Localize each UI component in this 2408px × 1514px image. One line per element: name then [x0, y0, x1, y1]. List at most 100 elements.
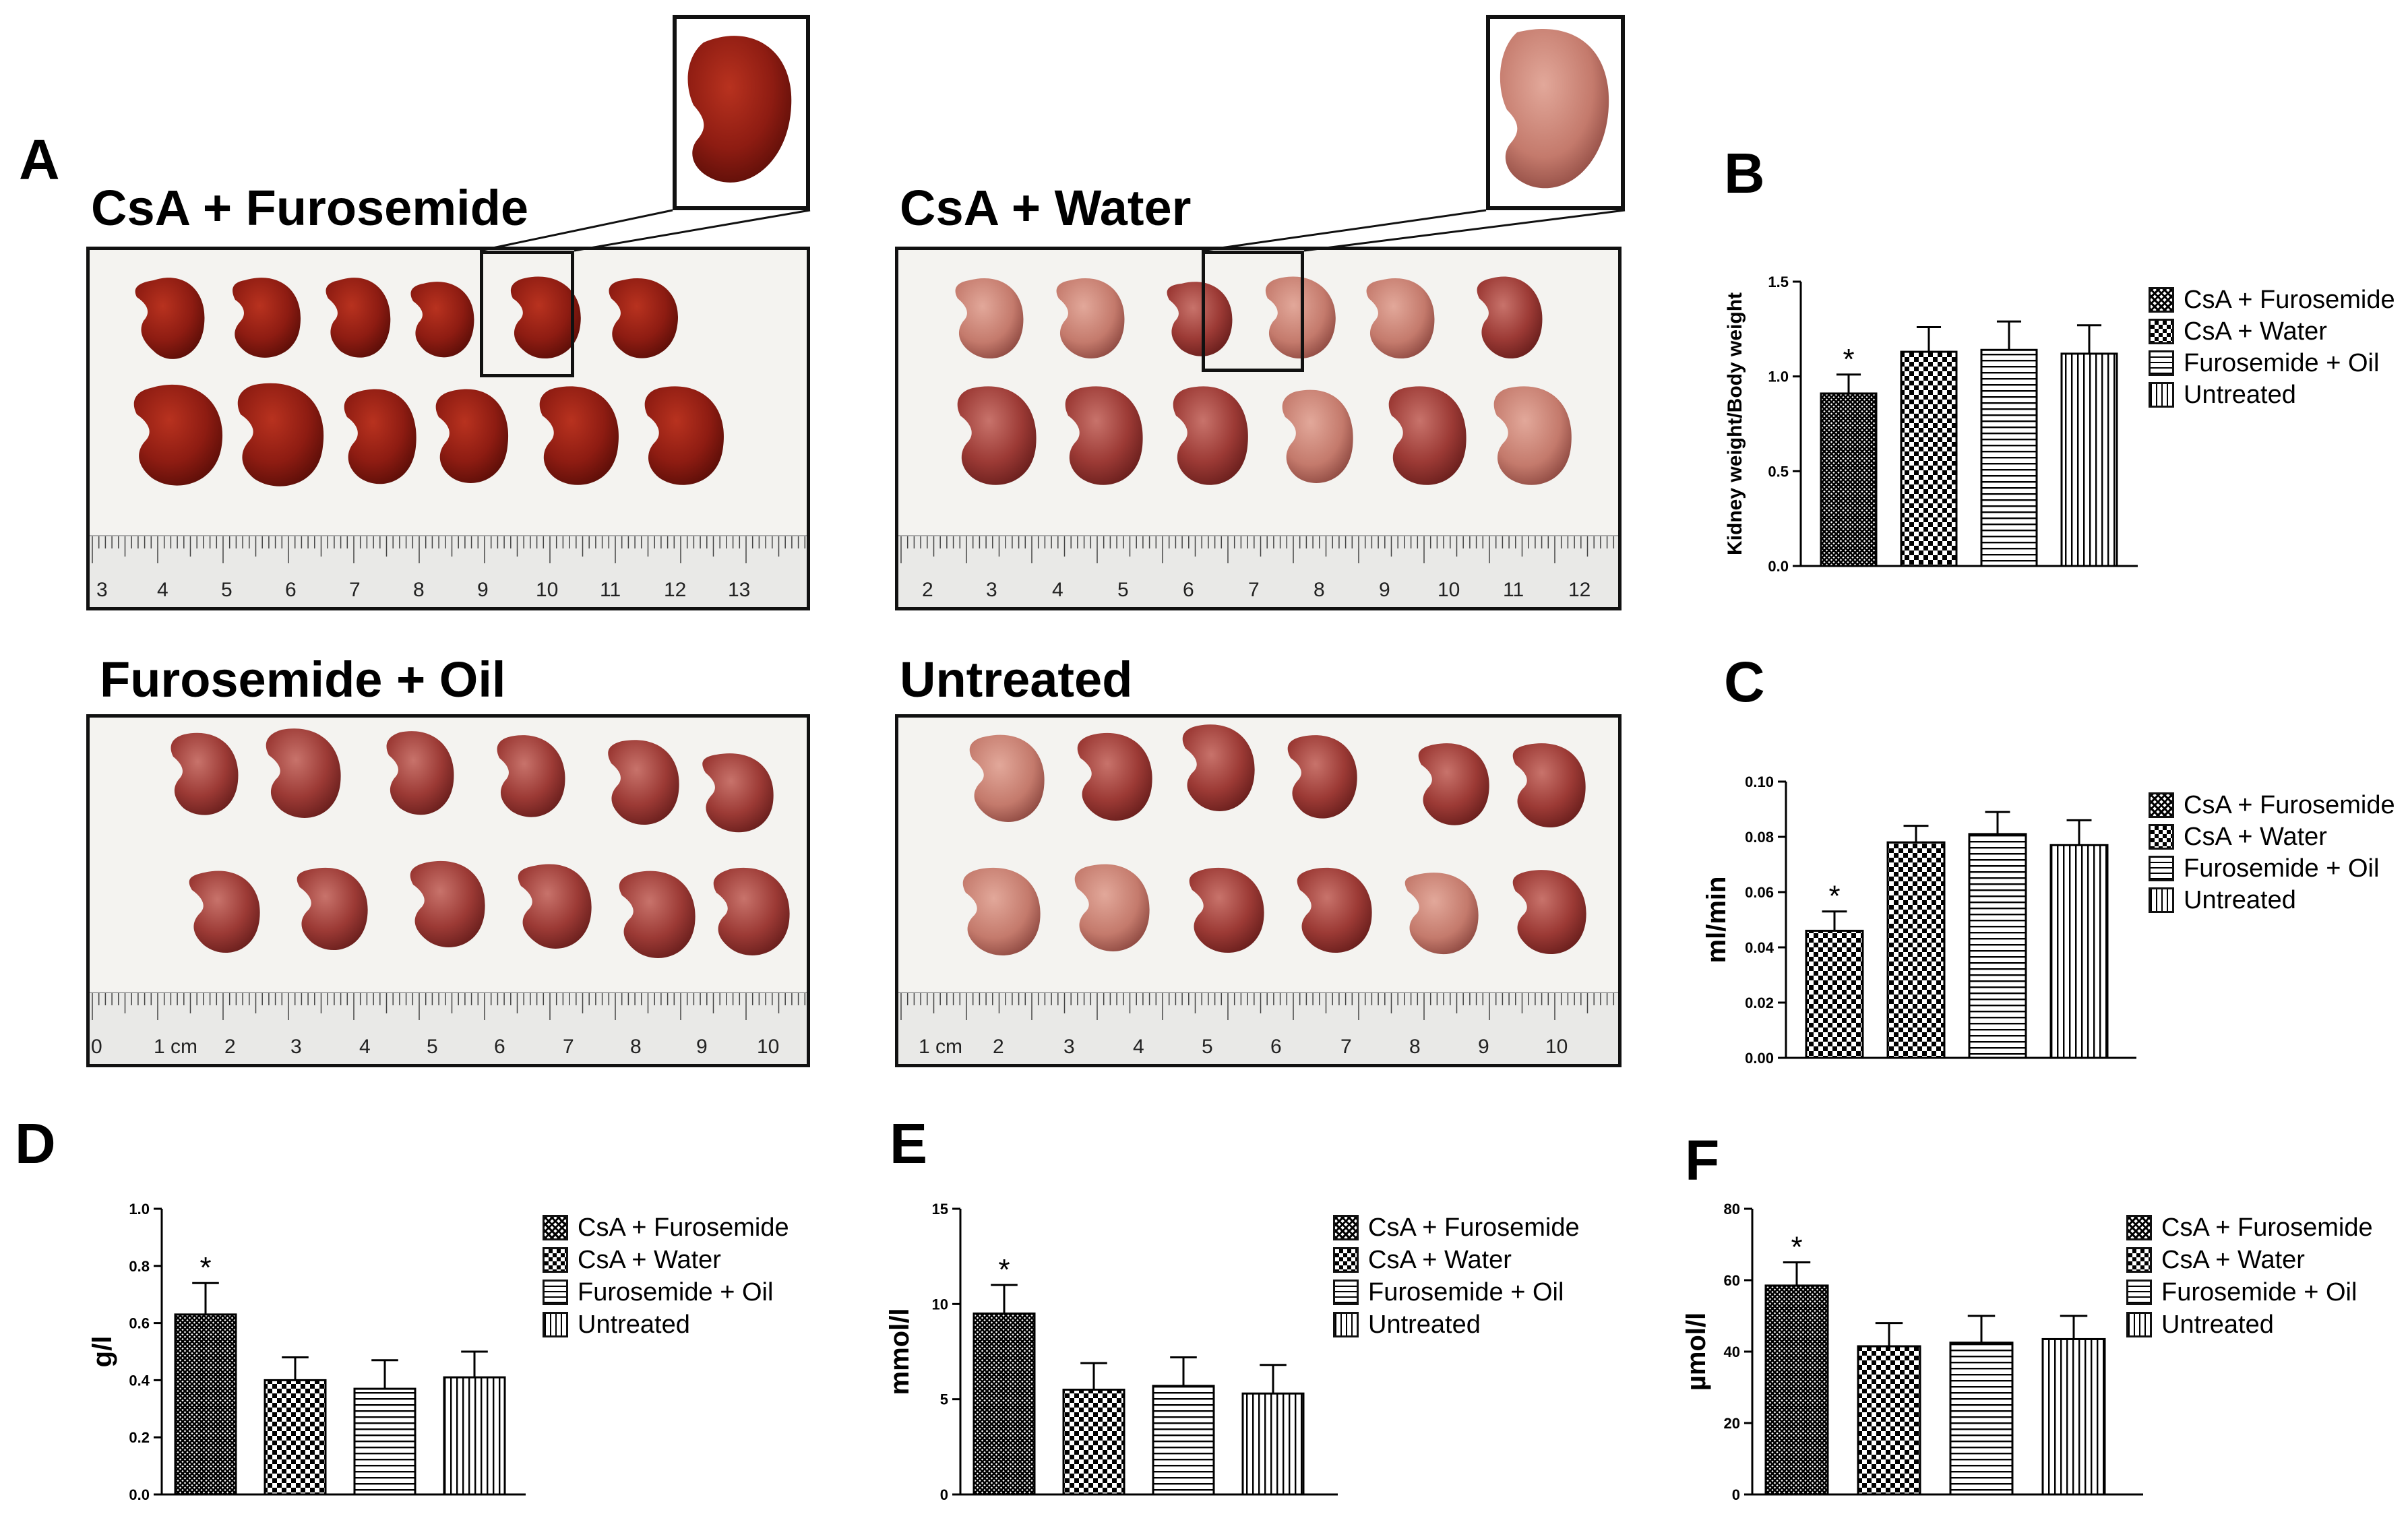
legend-swatch: [1333, 1280, 1359, 1305]
legend-label: CsA + Furosemide: [2161, 1213, 2373, 1242]
legend-swatch: [2126, 1280, 2152, 1305]
kidney-shape: [410, 282, 474, 358]
ruler-number: 4: [1133, 1036, 1144, 1058]
ruler-number: 2: [993, 1036, 1004, 1058]
y-tick-label: 1.5: [1768, 274, 1789, 290]
legend-swatch: [2149, 382, 2174, 408]
legend-label: CsA + Water: [1368, 1245, 1512, 1274]
legend-swatch: [2149, 350, 2174, 376]
ruler-tick-marks: [92, 536, 806, 563]
legend-item: CsA + Water: [2149, 822, 2327, 851]
legend-item: CsA + Furosemide: [2126, 1213, 2373, 1242]
bar: [973, 1312, 1036, 1496]
kidney-shape: [1282, 389, 1353, 483]
legend-label: Untreated: [578, 1310, 690, 1339]
ruler-number: 8: [413, 579, 425, 601]
y-tick-label: 0: [940, 1486, 948, 1503]
legend-label: CsA + Water: [2184, 822, 2327, 851]
zoom-inset-csa-water: [1486, 15, 1625, 210]
bar: [1980, 348, 2038, 567]
ruler-number: 0: [91, 1036, 102, 1058]
bar: [1062, 1389, 1125, 1496]
y-tick-label: 15: [932, 1201, 948, 1218]
bar: [2060, 352, 2118, 567]
ruler-number: 13: [728, 579, 751, 601]
legend-swatch: [1333, 1215, 1359, 1240]
legend-swatch: [2149, 856, 2174, 881]
legend-swatch: [2149, 792, 2174, 818]
kidney-shape: [1056, 278, 1125, 359]
legend-item: CsA + Water: [2149, 317, 2327, 346]
legend-item: Furosemide + Oil: [2149, 349, 2379, 377]
ruler-number: 3: [1063, 1036, 1075, 1058]
kidney-shape: [435, 389, 509, 483]
bar: [443, 1376, 506, 1496]
ruler-number: 11: [600, 579, 621, 601]
kidney-shape: [955, 278, 1024, 359]
kidney-shape: [266, 728, 341, 818]
ruler-number: 1 cm: [154, 1036, 198, 1058]
kidney-shape: [135, 278, 205, 359]
legend-item: Furosemide + Oil: [2149, 854, 2380, 883]
ruler-number: 12: [664, 579, 687, 601]
legend-label: Furosemide + Oil: [2184, 854, 2380, 883]
ruler-number: 10: [757, 1036, 780, 1058]
kidney-shape: [619, 871, 696, 958]
kidney-shape: [644, 386, 724, 485]
ruler-csa-furosemide: 3 4 5 6 7 8 9 10 11 12 13: [90, 535, 807, 607]
kidney-shape: [713, 867, 790, 955]
legend-e: CsA + Furosemide CsA + Water Furosemide …: [1333, 1213, 1616, 1342]
highlight-box-csa-water: [1202, 251, 1304, 372]
kidneys-csa-water: [955, 276, 1572, 485]
kidney-row-top: [135, 276, 679, 359]
legend-swatch: [2149, 319, 2174, 344]
highlight-box-csa-furosemide: [480, 251, 574, 377]
y-axis-label: ml/min: [1702, 877, 1731, 964]
bar: [2049, 844, 2109, 1059]
legend-label: CsA + Water: [578, 1245, 721, 1274]
legend-item: Untreated: [2149, 381, 2296, 409]
zoom-inset-csa-furosemide: [673, 15, 810, 210]
kidney-shape: [189, 871, 260, 953]
ruler-number: 4: [1052, 579, 1063, 601]
kidney-shape: [1418, 743, 1489, 825]
y-tick-label: 0.2: [129, 1429, 150, 1446]
chart-proteinuria: 0.0 0.2 0.4 0.6 0.8 1.0 g/l *: [88, 1201, 526, 1503]
bar: [2041, 1337, 2106, 1496]
legend-label: CsA + Water: [2161, 1245, 2305, 1274]
legend-item: CsA + Furosemide: [2149, 286, 2395, 314]
legend-item: CsA + Furosemide: [1333, 1213, 1580, 1242]
y-tick-label: 0.04: [1745, 939, 1774, 956]
kidney-row-bottom: [133, 383, 724, 486]
kidney-shape: [1477, 276, 1543, 359]
legend-swatch: [543, 1215, 568, 1240]
kidney-shape: [344, 389, 416, 484]
kidney-shape: [1388, 386, 1467, 485]
ruler-number: 11: [1503, 579, 1524, 601]
kidney-shape: [510, 276, 581, 359]
kidney-shape: [702, 753, 774, 833]
ruler-tick-marks: [900, 536, 1615, 563]
kidney-shape: [962, 867, 1041, 955]
legend-item: Furosemide + Oil: [543, 1278, 773, 1306]
legend-label: Untreated: [1368, 1310, 1481, 1339]
kidney-shape: [1167, 282, 1233, 356]
legend-item: Furosemide + Oil: [2126, 1278, 2357, 1306]
ruler-number: 3: [290, 1036, 302, 1058]
legend-f: CsA + Furosemide CsA + Water Furosemide …: [2126, 1213, 2403, 1342]
legend-swatch: [1333, 1247, 1359, 1273]
chart-creatinine-clearance: 0.00 0.02 0.04 0.06 0.08 0.10 ml/min *: [1702, 774, 2136, 1067]
group-title-untreated: Untreated: [900, 652, 1133, 707]
chart-creatinine: 0 20 40 60 80 µmol/l *: [1681, 1201, 2143, 1503]
ruler-number: 4: [359, 1036, 371, 1058]
photo-untreated: 1 cm 2 3 4 5 6 7 8 9 10: [895, 714, 1622, 1067]
chart-urea: 0 5 10 15 mmol/l *: [885, 1201, 1338, 1503]
kidney-shape: [957, 386, 1037, 485]
ruler-number: 3: [96, 579, 108, 601]
kidney-shape: [1512, 743, 1586, 828]
legend-swatch: [543, 1247, 568, 1273]
photo-furosemide-oil: 0 1 cm 2 3 4 5 6 7 8 9 10: [86, 714, 810, 1067]
ruler-number: 6: [1270, 1036, 1282, 1058]
kidney-shape: [539, 386, 619, 485]
kidneys-csa-furosemide: [133, 276, 724, 486]
